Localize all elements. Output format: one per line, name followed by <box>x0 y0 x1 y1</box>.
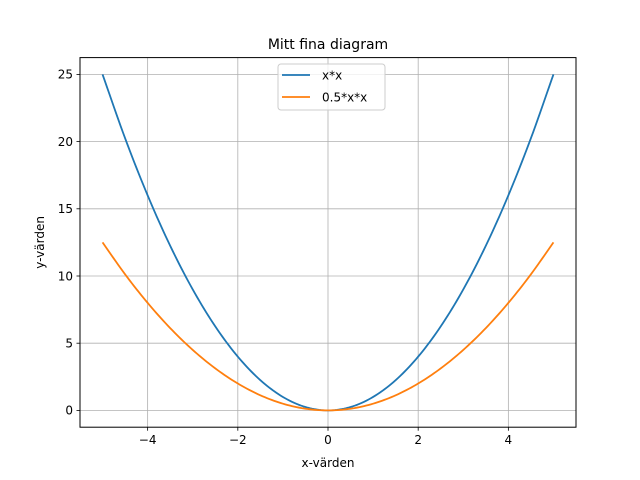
grid <box>80 57 576 428</box>
x-tick-label: −4 <box>139 433 157 447</box>
x-tick-label: 4 <box>505 433 513 447</box>
legend-label-half-x-squared: 0.5*x*x <box>322 91 367 105</box>
y-tick-label: 15 <box>58 202 73 216</box>
x-tick-label: 2 <box>414 433 422 447</box>
series-line-1 <box>101 241 555 412</box>
plot-series <box>101 74 555 412</box>
y-tick-label: 5 <box>65 337 73 351</box>
legend-label-x-squared: x*x <box>322 69 342 83</box>
legend: x*x 0.5*x*x <box>277 63 386 111</box>
chart-title: Mitt fina diagram <box>268 37 388 53</box>
y-axis-label: y-värden <box>33 216 47 269</box>
x-tick-label: 0 <box>324 433 332 447</box>
x-axis-ticks: −4 −2 0 2 4 <box>139 427 512 447</box>
y-tick-label: 20 <box>58 135 73 149</box>
y-tick-label: 10 <box>58 269 73 283</box>
y-tick-label: 25 <box>58 68 73 82</box>
y-tick-label: 0 <box>65 404 73 418</box>
x-axis-label: x-värden <box>302 456 355 470</box>
y-axis-ticks: 0 5 10 15 20 25 <box>58 68 80 418</box>
x-tick-label: −2 <box>229 433 247 447</box>
